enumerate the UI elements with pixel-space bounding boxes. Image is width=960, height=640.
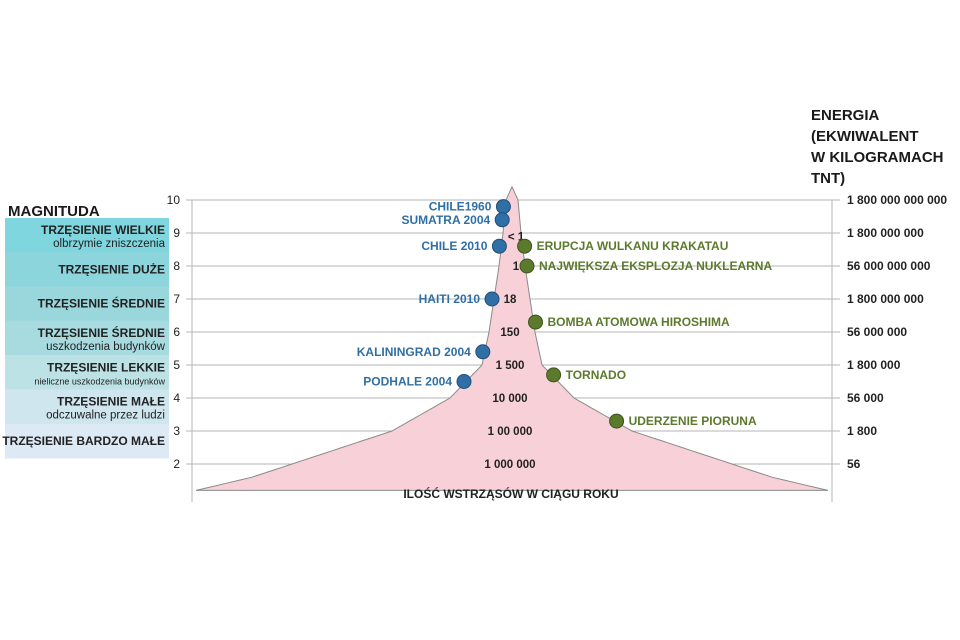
category-title: TRZĘSIENIE ŚREDNIE [38,325,165,340]
x-axis-caption: ILOŚĆ WSTRZĄSÓW W CIĄGU ROKU [403,486,618,501]
quake-count-label: 1 [513,261,520,273]
earthquake-point [494,212,510,228]
magnitude-tick-label: 3 [173,424,180,438]
quake-count-label: 1 00 000 [488,426,533,438]
equivalent-point [546,367,562,383]
earthquake-label: CHILE 2010 [421,239,487,253]
quake-count-label: 18 [504,294,517,306]
energy-label: 56 [847,457,861,471]
earthquake-point [475,344,491,360]
equivalent-label: ERUPCJA WULKANU KRAKATAU [537,239,729,253]
energy-label: 1 800 [847,424,877,438]
category-title: TRZĘSIENIE ŚREDNIE [38,296,165,311]
magnitude-tick-label: 8 [173,259,180,273]
equivalent-label: NAJWIĘKSZA EKSPLOZJA NUKLEARNA [539,259,772,273]
category-band: TRZĘSIENIE BARDZO MAŁE [2,423,169,459]
quake-frequency-area [195,185,829,491]
equivalent-point [528,314,543,330]
earthquake-point [495,199,511,215]
category-band: TRZĘSIENIE ŚREDNIE [5,286,169,322]
category-title: TRZĘSIENIE DUŻE [58,261,165,276]
equivalent-label: BOMBA ATOMOWA HIROSHIMA [548,315,731,329]
equivalent-point [517,238,533,254]
category-title: TRZĘSIENIE WIELKIE [41,223,165,237]
energy-label: 56 000 [847,391,884,405]
earthquake-point [456,374,472,389]
quake-count-label: 150 [500,327,519,339]
equivalent-point [519,258,535,274]
energy-heading-line: W KILOGRAMACH [811,149,943,166]
quake-count-label: 10 000 [492,393,527,405]
energy-label: 1 800 000 000 000 [847,193,947,207]
category-band-bg [5,252,169,288]
magnitude-tick-label: 9 [173,226,180,240]
equivalent-label: UDERZENIE PIORUNA [629,414,757,428]
magnitude-tick-label: 5 [173,358,180,372]
category-band-bg [5,423,169,459]
earthquake-label: CHILE1960 [429,200,492,214]
quake-count-label: 1 500 [496,360,525,372]
category-subtitle: nieliczne uszkodzenia budynków [34,376,165,386]
earthquake-label: SUMATRA 2004 [402,213,491,227]
category-band: TRZĘSIENIE DUŻE [5,252,169,288]
energy-heading-line: (EKWIWALENT [811,128,918,145]
energy-label: 56 000 000 [847,325,907,339]
category-band-bg [5,320,169,356]
energy-label: 1 800 000 000 [847,226,924,240]
magnitude-tick-label: 2 [173,457,180,471]
magnitude-tick-label: 6 [173,325,180,339]
category-band-bg [5,218,169,253]
category-subtitle: olbrzymie zniszczenia [53,238,165,250]
equivalent-label: TORNADO [566,368,626,382]
magnitude-heading: MAGNITUDA [8,203,100,220]
earthquake-point [484,291,500,307]
equivalent-point [609,413,625,429]
category-title: TRZĘSIENIE BARDZO MAŁE [2,434,165,448]
earthquake-label: KALININGRAD 2004 [357,345,471,359]
category-title: TRZĘSIENIE MAŁE [57,395,165,409]
category-band-bg [5,355,169,390]
category-band: TRZĘSIENIE LEKKIE nieliczne uszkodzenia b… [5,355,169,390]
category-subtitle: odczuwalne przez ludzi [46,410,165,422]
earthquake-point [491,238,507,254]
magnitude-tick-label: 7 [173,292,180,306]
magnitude-tick-label: 10 [167,193,181,207]
category-band-bg [5,389,169,425]
magnitude-tick-label: 4 [173,391,180,405]
category-band-bg [5,286,169,322]
energy-heading-line: ENERGIA [811,107,880,124]
quake-count-label: 1 000 000 [484,459,535,471]
category-subtitle: uszkodzenia budynków [46,341,166,353]
energy-label: 56 000 000 000 [847,259,931,273]
energy-label: 1 800 000 [847,358,901,372]
earthquake-label: PODHALE 2004 [363,375,452,389]
category-title: TRZĘSIENIE LEKKIE [47,360,165,374]
energy-heading-line: TNT) [811,170,845,187]
earthquake-label: HAITI 2010 [419,292,481,306]
energy-label: 1 800 000 000 [847,292,924,306]
